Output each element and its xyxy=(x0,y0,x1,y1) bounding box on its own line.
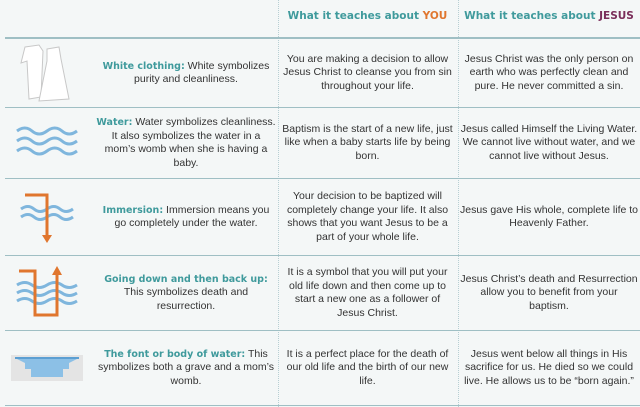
header-jesus: What it teaches about JESUS xyxy=(464,10,634,22)
symbol-text: This symbolizes both a grave and a mom’s… xyxy=(97,347,275,387)
you-text: You are making a decision to allow Jesus… xyxy=(283,52,452,92)
row-divider xyxy=(5,405,640,406)
jesus-text: Jesus went below all things in His sacri… xyxy=(464,347,634,387)
row-divider xyxy=(5,255,640,256)
jesus-text: Jesus Christ’s death and Resurrection al… xyxy=(460,272,638,312)
symbol-term: Water: xyxy=(96,117,133,128)
table-row: Immersion: Immersion means you go comple… xyxy=(0,179,640,255)
jesus-text: Jesus called Himself the Living Water. W… xyxy=(460,122,638,162)
jesus-text: Jesus gave His whole, complete life to H… xyxy=(460,203,639,230)
table-row: White clothing: White symbolizes purity … xyxy=(0,38,640,108)
header-you: What it teaches about YOU xyxy=(287,10,448,22)
symbol-text: Water symbolizes cleanliness. It also sy… xyxy=(104,116,276,169)
table-row: Water: Water symbolizes cleanliness. It … xyxy=(0,108,640,178)
row-divider xyxy=(5,330,640,331)
table-row: The font or body of water: This symboliz… xyxy=(0,331,640,405)
symbol-term: Going down and then back up: xyxy=(104,273,268,285)
row-divider xyxy=(5,178,640,179)
baptismal-font-icon xyxy=(8,331,86,405)
row-divider xyxy=(5,107,640,108)
you-text: Baptism is the start of a new life, just… xyxy=(282,122,453,162)
header-divider xyxy=(5,37,640,39)
you-text: It is a symbol that you will put your ol… xyxy=(287,266,448,319)
symbol-text: Immersion means you go completely under … xyxy=(114,203,270,230)
water-waves-icon xyxy=(8,108,86,178)
symbol-term: White clothing: xyxy=(102,60,185,72)
symbol-term: The font or body of water: xyxy=(104,348,246,360)
white-clothing-icon xyxy=(8,38,86,108)
column-divider xyxy=(458,0,459,407)
you-text: Your decision to be baptized will comple… xyxy=(286,190,449,243)
jesus-text: Jesus Christ was the only person on eart… xyxy=(464,52,634,92)
down-and-up-arrow-icon xyxy=(8,256,86,330)
symbol-text: This symbolizes death and resurrection. xyxy=(123,286,249,312)
symbol-text: White symbolizes purity and cleanliness. xyxy=(134,59,270,86)
immersion-arrow-icon xyxy=(8,179,86,255)
symbol-term: Immersion: xyxy=(102,204,164,216)
table-row: Going down and then back up: This symbol… xyxy=(0,256,640,330)
you-text: It is a perfect place for the death of o… xyxy=(286,347,449,387)
column-divider xyxy=(278,0,279,407)
